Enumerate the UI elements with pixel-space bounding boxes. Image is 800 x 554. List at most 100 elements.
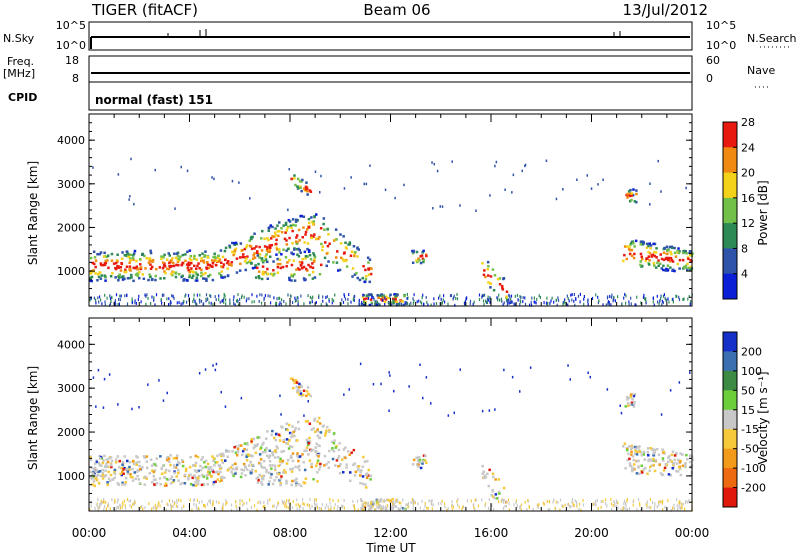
echo-point <box>93 296 95 300</box>
echo-point <box>356 255 359 258</box>
echo-point <box>253 247 256 250</box>
echo-point <box>379 504 381 508</box>
echo-point <box>244 474 247 477</box>
echo-point <box>154 168 156 172</box>
echo-point <box>258 276 261 280</box>
echo-point <box>623 245 627 248</box>
echo-point <box>292 430 295 434</box>
echo-point <box>519 302 521 306</box>
echo-point <box>669 474 673 477</box>
echo-point <box>600 505 602 509</box>
echo-point <box>250 454 253 457</box>
echo-point <box>255 245 258 248</box>
echo-point <box>297 186 300 189</box>
echo-point <box>116 253 119 256</box>
echo-point <box>258 256 261 259</box>
echo-point <box>625 301 627 305</box>
echo-point <box>121 463 124 466</box>
echo-point <box>626 458 629 462</box>
echo-point <box>269 255 272 258</box>
echo-point <box>277 472 281 476</box>
echo-point <box>641 257 644 261</box>
echo-point <box>685 252 688 255</box>
x-tick-label: 00:00 <box>675 526 710 540</box>
echo-point <box>652 501 654 505</box>
echo-point <box>247 453 250 456</box>
echo-point <box>616 505 618 508</box>
echo-point <box>662 499 664 503</box>
echo-point <box>242 462 246 466</box>
echo-point <box>407 501 410 505</box>
echo-point <box>189 473 192 476</box>
echo-point <box>316 471 319 474</box>
echo-point <box>154 503 156 507</box>
echo-point <box>606 504 608 508</box>
echo-point <box>144 506 146 510</box>
echo-point <box>333 506 335 510</box>
echo-point <box>489 300 491 304</box>
echo-point <box>256 251 259 254</box>
echo-point <box>280 230 284 234</box>
echo-point <box>194 454 198 458</box>
echo-point <box>163 471 167 474</box>
echo-point <box>98 252 101 256</box>
echo-point <box>110 463 113 466</box>
echo-point <box>472 302 474 306</box>
echo-point <box>498 277 502 280</box>
echo-point <box>180 263 184 267</box>
echo-point <box>219 470 222 474</box>
echo-point <box>519 506 521 510</box>
echo-point <box>557 296 559 300</box>
echo-point <box>296 439 299 442</box>
echo-point <box>513 302 515 306</box>
echo-point <box>496 277 500 281</box>
echo-point <box>403 506 405 510</box>
echo-point <box>339 463 342 466</box>
echo-point <box>248 297 250 301</box>
echo-point <box>290 263 294 267</box>
echo-point <box>624 467 627 470</box>
echo-point <box>657 300 659 304</box>
echo-point <box>646 505 648 509</box>
echo-point <box>92 475 96 479</box>
echo-point <box>256 508 258 512</box>
echo-point <box>365 182 368 186</box>
echo-point <box>230 261 234 264</box>
echo-point <box>371 303 373 306</box>
echo-point <box>113 468 117 472</box>
echo-point <box>245 455 248 459</box>
echo-point <box>678 505 680 509</box>
echo-point <box>389 374 391 377</box>
echo-point <box>100 457 103 460</box>
echo-point <box>505 500 507 504</box>
echo-point <box>396 293 399 297</box>
echo-point <box>626 192 629 196</box>
echo-point <box>607 295 609 299</box>
echo-point <box>92 470 95 474</box>
echo-point <box>520 503 523 507</box>
echo-point <box>119 504 122 508</box>
echo-point <box>294 427 297 430</box>
echo-point <box>689 302 691 306</box>
echo-point <box>481 294 483 298</box>
echo-point <box>395 300 399 304</box>
echo-point <box>478 298 481 302</box>
echo-point <box>143 483 146 486</box>
echo-point <box>282 438 286 442</box>
echo-point <box>109 303 111 307</box>
echo-point <box>589 375 591 379</box>
echo-point <box>677 465 681 469</box>
echo-point <box>495 160 498 164</box>
echo-point <box>662 258 666 262</box>
echo-point <box>644 297 646 301</box>
echo-point <box>617 506 619 510</box>
echo-point <box>114 261 118 265</box>
echo-point <box>504 188 506 191</box>
echo-point <box>184 294 186 298</box>
echo-point <box>167 503 169 507</box>
echo-point <box>391 498 394 501</box>
echo-point <box>292 252 295 256</box>
echo-point <box>364 268 367 272</box>
echo-point <box>206 255 209 259</box>
